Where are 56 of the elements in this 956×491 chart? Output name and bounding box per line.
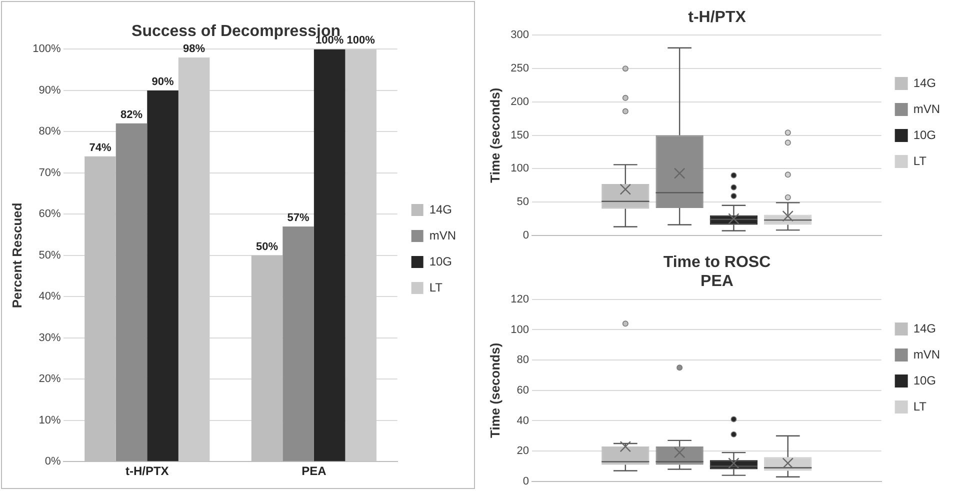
y-tick-label: 20% <box>38 373 61 386</box>
y-tick-label: 100 <box>510 162 529 175</box>
y-tick-label: 250 <box>510 62 529 75</box>
legend-label: 14G <box>913 321 936 336</box>
legend-label: 10G <box>429 254 452 268</box>
data-label: 82% <box>120 108 143 121</box>
chart-subtitle: PEA <box>700 273 734 290</box>
y-tick-label: 50% <box>38 249 61 262</box>
y-tick-label: 120 <box>510 293 529 306</box>
y-tick-label: 60 <box>516 384 529 396</box>
y-tick-label: 70% <box>38 166 61 179</box>
data-label: 74% <box>89 142 112 154</box>
bar <box>178 57 210 462</box>
data-label: 100% <box>346 34 376 47</box>
legend-label: LT <box>913 399 928 414</box>
y-tick-label: 200 <box>510 96 529 108</box>
y-tick-label: 100% <box>32 43 61 56</box>
data-label: 98% <box>183 42 206 55</box>
bar <box>282 226 314 462</box>
y-axis-title: Time (seconds) <box>487 342 502 438</box>
y-tick-label: 40% <box>38 290 61 303</box>
y-tick-label: 80 <box>516 354 529 366</box>
legend-label: LT <box>429 280 444 294</box>
y-tick-label: 40 <box>516 414 529 427</box>
y-axis-title: Percent Rescued <box>9 202 24 308</box>
y-tick-label: 10% <box>38 414 61 426</box>
data-label: 90% <box>152 76 174 88</box>
bar <box>314 49 346 462</box>
legend-label: LT <box>913 154 928 168</box>
legend-label: mVN <box>429 228 456 242</box>
legend-label: mVN <box>913 347 940 362</box>
chart-title: t-H/PTX <box>688 9 746 26</box>
y-tick-label: 100 <box>510 324 529 336</box>
y-tick-label: 30% <box>38 332 61 344</box>
bar <box>116 123 148 462</box>
legend-label: 10G <box>913 373 936 388</box>
y-tick-label: 0 <box>522 475 529 488</box>
bar <box>345 49 376 462</box>
data-label: 50% <box>256 240 278 253</box>
legend-label: mVN <box>913 102 940 116</box>
y-tick-label: 150 <box>510 129 529 142</box>
y-tick-label: 50 <box>516 196 529 208</box>
legend-label: 14G <box>429 202 452 216</box>
legend-label: 14G <box>913 76 936 90</box>
chart-title: Time to ROSC <box>663 254 772 272</box>
bar <box>147 90 178 462</box>
legend-label: 10G <box>913 128 936 142</box>
y-tick-label: 60% <box>38 208 61 220</box>
y-tick-label: 90% <box>38 84 61 96</box>
y-tick-label: 80% <box>38 126 61 138</box>
y-tick-label: 0% <box>44 456 61 468</box>
y-tick-label: 0 <box>522 229 529 242</box>
y-tick-label: 300 <box>510 29 529 42</box>
data-label: 57% <box>287 212 310 224</box>
y-tick-label: 20 <box>516 445 529 458</box>
y-axis-title: Time (seconds) <box>487 88 502 183</box>
